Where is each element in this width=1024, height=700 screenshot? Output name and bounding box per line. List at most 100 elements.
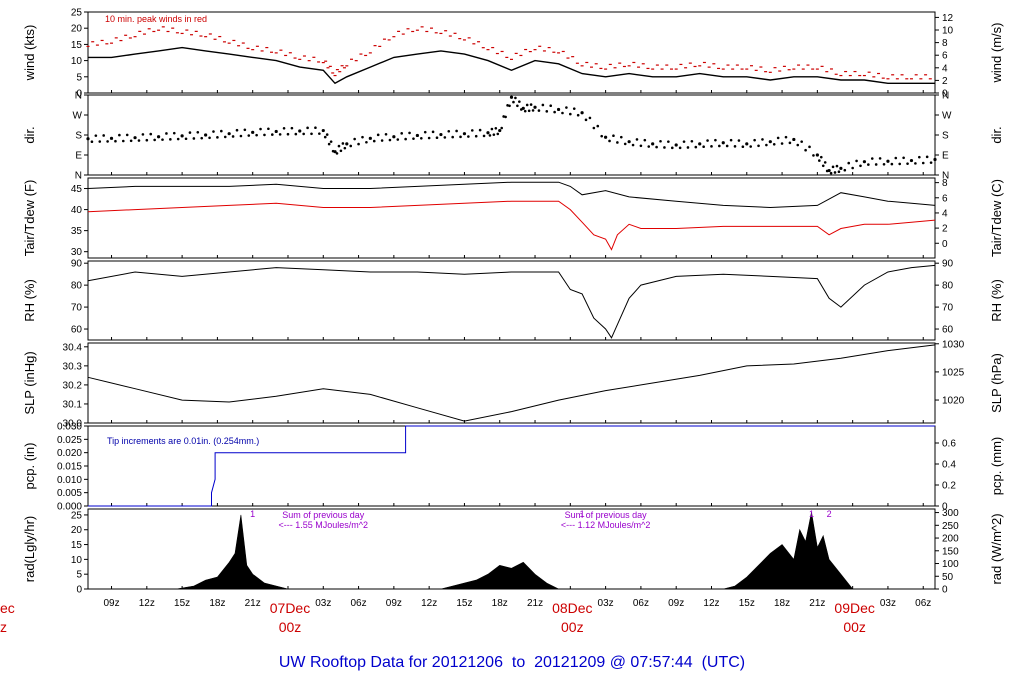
direction-point [516, 104, 519, 108]
y-axis-label-right: pcp. (mm) [989, 437, 1004, 496]
y-tick-label-right: 90 [942, 259, 954, 270]
panel-frame [87, 11, 936, 94]
direction-point [504, 115, 507, 119]
direction-point [492, 133, 496, 136]
direction-point [451, 135, 454, 139]
direction-point [341, 142, 345, 145]
direction-point [553, 110, 556, 114]
direction-point [745, 142, 749, 146]
direction-point [271, 133, 274, 136]
direction-point [525, 103, 529, 107]
direction-point [710, 145, 713, 148]
y-axis-label-right: Tair/Tdew (C) [989, 179, 1004, 257]
direction-point [310, 132, 313, 136]
y-tick-label-left: 0 [76, 585, 82, 596]
direction-point [376, 133, 380, 137]
y-tick-label-left: 0.005 [57, 488, 82, 499]
y-tick-label-left: 0.010 [57, 475, 82, 486]
y-tick-label-left: 0.025 [57, 435, 82, 446]
direction-point [541, 103, 545, 107]
direction-point [251, 130, 255, 134]
direction-point [200, 136, 204, 140]
y-tick-label-right: 12 [942, 13, 954, 24]
direction-point [302, 132, 305, 136]
direction-point [255, 133, 258, 137]
direction-point [698, 142, 702, 146]
direction-point [239, 134, 243, 138]
panel-frame [87, 94, 936, 176]
chart-title: UW Rooftop Data for 20121206 to 20121209… [279, 654, 745, 671]
direction-point [86, 137, 90, 141]
y-tick-label-left: 30.3 [63, 361, 83, 372]
direction-point [323, 135, 327, 139]
direction-point [412, 137, 415, 140]
y-tick-label-left: 70 [71, 303, 83, 314]
panel-rad [84, 508, 939, 590]
y-tick-label-left: 30 [71, 247, 83, 258]
direction-point [149, 132, 153, 136]
x-tick-label: 03z [598, 598, 614, 609]
direction-point [527, 109, 531, 113]
direction-point [216, 136, 219, 139]
direction-point [859, 164, 862, 168]
day-label: 07Dec [270, 600, 310, 616]
direction-point [196, 130, 200, 134]
direction-point [584, 118, 588, 122]
y-axis-label-right: dir. [989, 126, 1004, 143]
direction-point [714, 138, 717, 142]
direction-point [659, 139, 662, 143]
y-tick-label-right: 0 [942, 89, 948, 100]
direction-point [314, 126, 317, 130]
y-tick-label-left: 0.020 [57, 448, 82, 459]
day-label-time: 00z [561, 619, 584, 635]
direction-point [518, 100, 521, 103]
direction-point [780, 142, 784, 145]
panel-frame [87, 342, 936, 424]
direction-point [818, 159, 821, 162]
y-axis-label-left: dir. [22, 126, 37, 143]
x-tick-label: 21z [809, 598, 825, 609]
direction-point [821, 164, 825, 168]
direction-point [580, 111, 584, 115]
direction-point [565, 106, 568, 109]
y-tick-label-right: 0 [942, 239, 948, 250]
direction-point [243, 128, 247, 132]
direction-point [353, 137, 356, 141]
radiation-mark: 1 [580, 509, 585, 519]
y-tick-label-right: 2 [942, 224, 948, 235]
direction-point [502, 115, 505, 118]
direction-point [141, 133, 145, 136]
direction-point [933, 157, 937, 162]
direction-point [335, 152, 339, 155]
y-tick-label-left: 0 [76, 89, 82, 100]
direction-point [874, 163, 878, 166]
y-tick-label-right: N [942, 171, 949, 182]
direction-point [220, 129, 223, 133]
day-label: 08Dec [552, 600, 592, 616]
direction-point [870, 157, 874, 160]
direction-point [788, 141, 792, 145]
y-tick-label-right: 0 [942, 502, 948, 513]
direction-point [384, 132, 388, 136]
radiation-annotation: <--- 1.55 MJoules/m^2 [279, 520, 369, 530]
direction-point [278, 133, 282, 136]
direction-point [569, 112, 572, 116]
y-tick-label-right: 250 [942, 521, 959, 532]
direction-point [561, 111, 564, 115]
direction-point [470, 129, 474, 132]
direction-point [325, 133, 329, 136]
direction-point [643, 138, 647, 142]
temp-series-tair [87, 181, 936, 209]
direction-point [486, 131, 490, 135]
direction-point [298, 129, 302, 133]
direction-point [327, 142, 331, 146]
y-axis-label-right: SLP (hPa) [989, 353, 1004, 413]
direction-point [847, 161, 851, 165]
y-tick-label-right: 8 [942, 178, 948, 189]
direction-point [737, 139, 741, 142]
direction-point [109, 136, 114, 140]
y-tick-label-left: 10 [71, 555, 83, 566]
panel-rh [84, 260, 939, 341]
direction-point [514, 96, 517, 100]
x-tick-label: 12z [421, 598, 437, 609]
